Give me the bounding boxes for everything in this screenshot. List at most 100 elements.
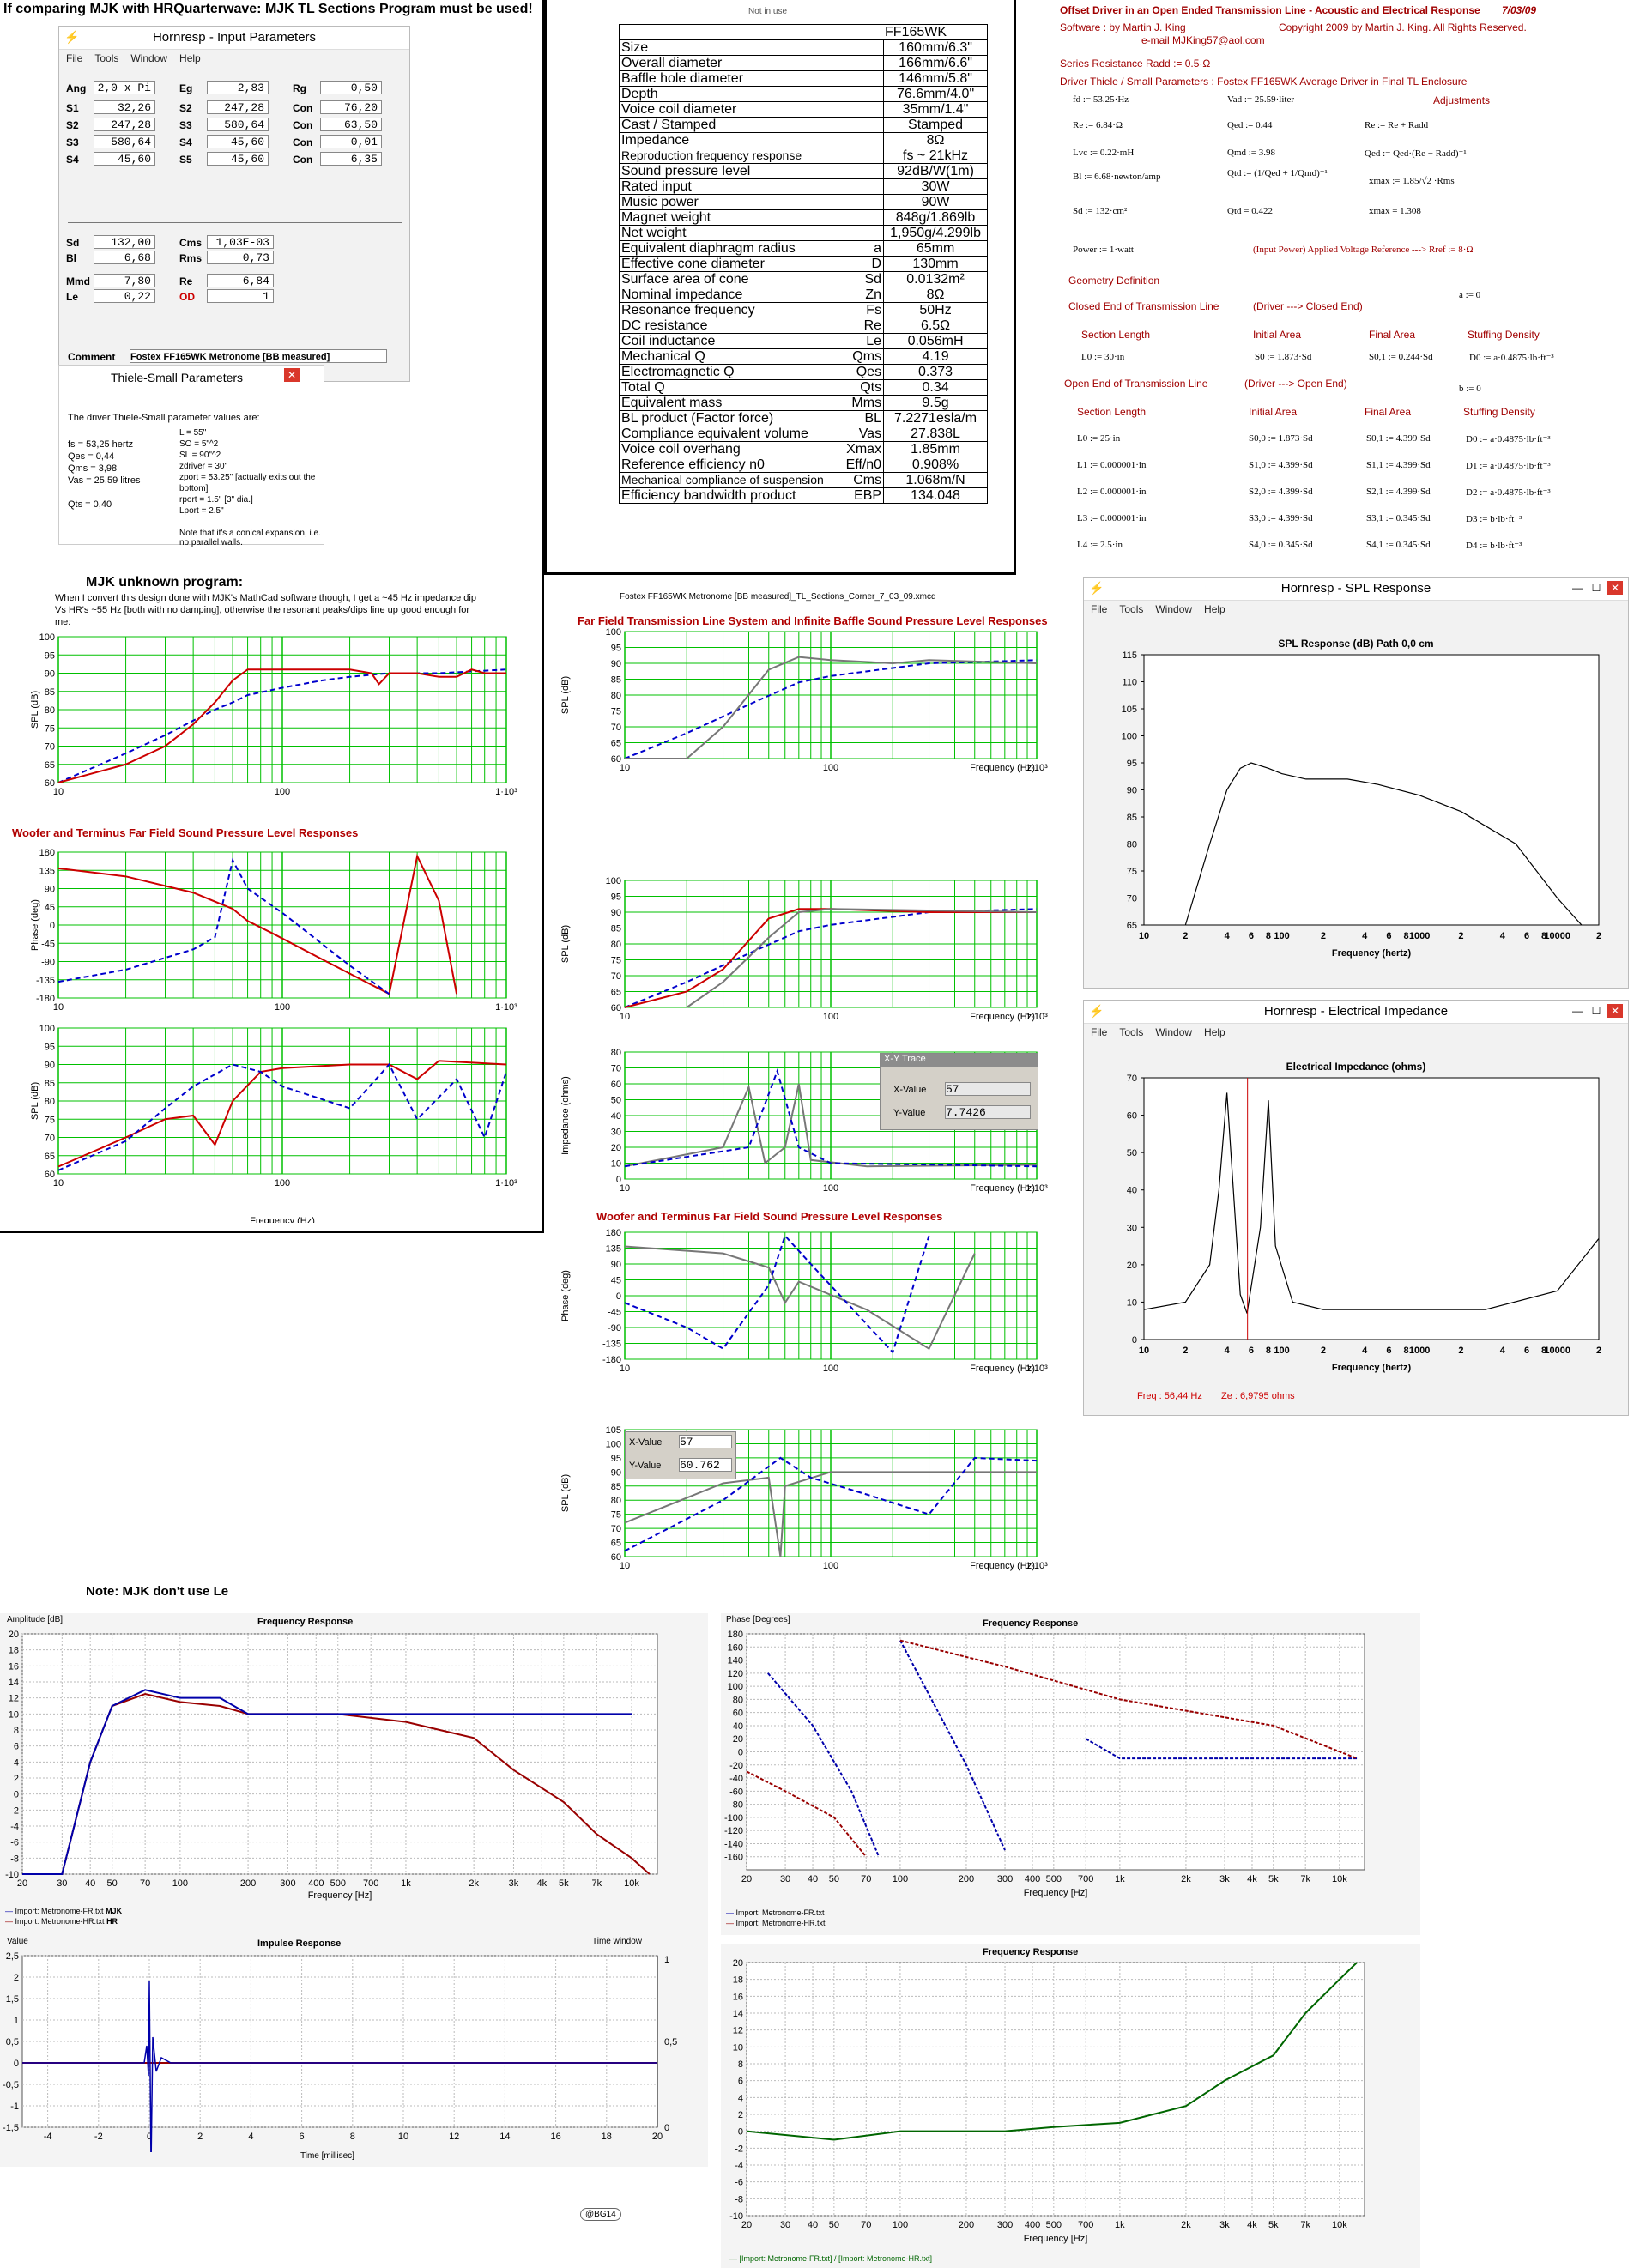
- x-tick-label: 1000: [1409, 1346, 1430, 1356]
- y-tick-label: 12: [9, 1694, 19, 1704]
- param-field[interactable]: 1: [207, 289, 274, 303]
- y-tick-label: 80: [611, 1496, 621, 1506]
- param-field[interactable]: 6,84: [207, 274, 274, 287]
- spec-table: FF165WK Size 160mm/6.3" Overall diameter 166…: [618, 24, 988, 504]
- y-tick-label: 100: [606, 1439, 621, 1449]
- menu-window[interactable]: Window: [1155, 603, 1193, 615]
- y-tick-label: 135: [39, 866, 55, 876]
- param-field[interactable]: 7,80: [94, 274, 155, 287]
- menu-window[interactable]: Window: [130, 52, 168, 64]
- param-field[interactable]: 45,60: [207, 135, 269, 148]
- menu-file[interactable]: File: [1091, 1026, 1108, 1038]
- menu-window[interactable]: Window: [1155, 1026, 1193, 1038]
- param-field[interactable]: 63,50: [320, 118, 382, 131]
- x-tick-label: 400: [1025, 2220, 1040, 2230]
- param-field[interactable]: 580,64: [207, 118, 269, 131]
- menu-tools[interactable]: Tools: [1119, 603, 1144, 615]
- param-field[interactable]: 0,22: [94, 289, 155, 303]
- spec-row: Depth 76.6mm/4.0": [618, 86, 988, 102]
- param-field[interactable]: 247,28: [207, 100, 269, 114]
- close-icon[interactable]: ✕: [1607, 581, 1623, 595]
- y-tick-label: -100: [724, 1813, 743, 1823]
- x-tick-label: 300: [280, 1878, 295, 1889]
- menu-help[interactable]: Help: [1204, 1026, 1225, 1038]
- x-value-field[interactable]: 57: [679, 1435, 732, 1448]
- param-field[interactable]: 2,83: [207, 81, 269, 94]
- ts-values: fs = 53,25 hertz Qes = 0,44 Qms = 3,98 Vas …: [68, 438, 140, 511]
- menu-tools[interactable]: Tools: [94, 52, 119, 64]
- param-field[interactable]: 0,73: [207, 251, 274, 264]
- param-field[interactable]: 0,50: [320, 81, 382, 94]
- param-field[interactable]: 132,00: [94, 235, 155, 249]
- series-line: [624, 659, 1038, 759]
- close-icon[interactable]: ✕: [284, 368, 300, 382]
- spec-param: Impedance: [618, 132, 885, 148]
- param-field[interactable]: 6,35: [320, 152, 382, 166]
- param-label: Mmd: [66, 275, 90, 287]
- spec-row: Coil inductance Le 0.056mH: [618, 333, 988, 349]
- minimize-icon[interactable]: —: [1572, 582, 1583, 594]
- hornresp-spl-window: Hornresp - SPL Response ⚡ — ☐ ✕ File Tool…: [1083, 577, 1629, 989]
- x-tick-label: 14: [499, 2132, 510, 2142]
- plot-area: [1143, 1077, 1600, 1340]
- y-tick-label: 50: [611, 1096, 621, 1106]
- y-tick-label: 16: [9, 1661, 19, 1672]
- param-field[interactable]: 2,0 x Pi: [94, 81, 155, 94]
- grid: 60 65 70 75 80 85 90 95 100 10 100 1·10³ SPL (dB): [560, 876, 1048, 1022]
- ts-value: fs = 53,25 hertz: [68, 439, 134, 450]
- param-field[interactable]: 32,26: [94, 100, 155, 114]
- x-tick-label: 30: [57, 1878, 67, 1889]
- closed-end-value: S0 := 1.873·Sd: [1255, 352, 1312, 362]
- menu-tools[interactable]: Tools: [1119, 1026, 1144, 1038]
- x-tick-label: 7k: [591, 1878, 602, 1889]
- param-field[interactable]: 247,28: [94, 118, 155, 131]
- spec-row: Music power 90W: [618, 194, 988, 210]
- x-tick-label: 500: [1046, 1874, 1062, 1884]
- y-tick-label: -90: [608, 1323, 621, 1334]
- menu-file[interactable]: File: [1091, 603, 1108, 615]
- comment-field[interactable]: Fostex FF165WK Metronome [BB measured]: [130, 349, 387, 363]
- y-tick-label: 14: [9, 1678, 19, 1688]
- x-tick-label: 100: [1274, 1346, 1289, 1356]
- y-tick-label: 100: [1122, 732, 1137, 742]
- param-field[interactable]: 1,03E-03: [207, 235, 274, 249]
- spec-param: Mechanical Q: [618, 348, 844, 365]
- param-field[interactable]: 45,60: [94, 152, 155, 166]
- menu-file[interactable]: File: [66, 52, 83, 64]
- spec-param: Nominal impedance: [618, 287, 844, 303]
- close-icon[interactable]: ✕: [1607, 1004, 1623, 1018]
- y-value-label: Y-Value: [893, 1108, 926, 1118]
- y-value-field[interactable]: 60.762: [679, 1458, 732, 1472]
- param-field[interactable]: 76,20: [320, 100, 382, 114]
- equation: Power := 1·watt: [1073, 245, 1134, 255]
- plot-area: [1143, 654, 1600, 926]
- closed-end-heading: Closed End of Transmission Line: [1068, 300, 1219, 312]
- param-field[interactable]: 45,60: [207, 152, 269, 166]
- y-value-field[interactable]: 7.7426: [945, 1105, 1031, 1119]
- x-value-field[interactable]: 57: [945, 1082, 1031, 1096]
- param-field[interactable]: 0,01: [320, 135, 382, 148]
- spec-row: Compliance equivalent volume Vas 27.838L: [618, 426, 988, 442]
- x-tick-label: 500: [1046, 2220, 1062, 2230]
- y-tick-label: -40: [729, 1774, 743, 1784]
- x-tick-label: 2: [1458, 931, 1463, 941]
- spec-row: Magnet weight 848g/1.869lb: [618, 209, 988, 226]
- y-tick-label: 20: [611, 1143, 621, 1153]
- y-tick-label: 6: [14, 1742, 19, 1752]
- y-tick-label: 70: [611, 1524, 621, 1534]
- y-value-label: Y-Value: [629, 1461, 662, 1471]
- plot-area: [21, 1633, 658, 1875]
- open-end-value: L1 := 0.000001·in: [1077, 460, 1147, 470]
- maximize-icon[interactable]: ☐: [1591, 582, 1601, 594]
- menu-help[interactable]: Help: [1204, 603, 1225, 615]
- param-field[interactable]: 6,68: [94, 251, 155, 264]
- param-field[interactable]: 580,64: [94, 135, 155, 148]
- y-tick-label: -6: [10, 1838, 19, 1848]
- menu-help[interactable]: Help: [179, 52, 201, 64]
- maximize-icon[interactable]: ☐: [1591, 1005, 1601, 1017]
- y-tick-label: 1: [14, 2016, 19, 2026]
- x-tick-label: 3k: [1219, 1874, 1230, 1884]
- minimize-icon[interactable]: —: [1572, 1005, 1583, 1017]
